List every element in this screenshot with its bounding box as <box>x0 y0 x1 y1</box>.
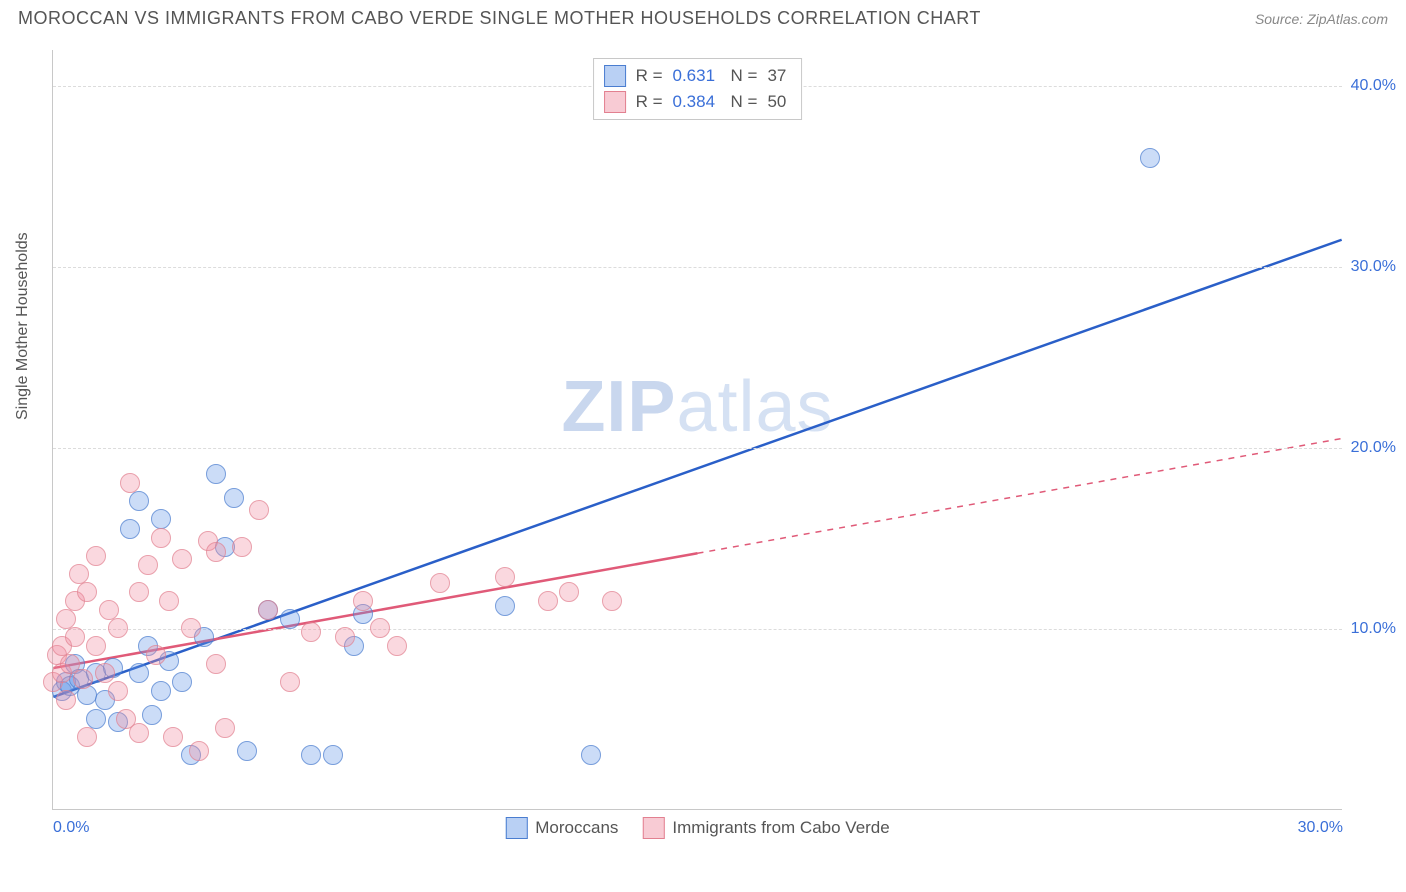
scatter-plot-area: ZIPatlas R = 0.631 N = 37 R = 0.384 N = … <box>52 50 1342 810</box>
data-point <box>129 663 149 683</box>
n-value-pink: 50 <box>767 92 791 112</box>
data-point <box>151 509 171 529</box>
gridline <box>53 448 1342 449</box>
r-label: R = <box>636 92 663 112</box>
data-point <box>538 591 558 611</box>
r-value-blue: 0.631 <box>673 66 721 86</box>
data-point <box>249 500 269 520</box>
data-point <box>56 609 76 629</box>
gridline <box>53 629 1342 630</box>
data-point <box>69 564 89 584</box>
data-point <box>138 555 158 575</box>
data-point <box>301 622 321 642</box>
data-point <box>95 663 115 683</box>
data-point <box>129 723 149 743</box>
series-name-pink: Immigrants from Cabo Verde <box>672 818 889 838</box>
series-legend: Moroccans Immigrants from Cabo Verde <box>505 817 889 839</box>
ytick-label: 30.0% <box>1347 258 1400 276</box>
r-value-pink: 0.384 <box>673 92 721 112</box>
data-point <box>206 542 226 562</box>
swatch-icon <box>642 817 664 839</box>
data-point <box>181 618 201 638</box>
data-point <box>56 690 76 710</box>
data-point <box>258 600 278 620</box>
data-point <box>430 573 450 593</box>
data-point <box>495 567 515 587</box>
gridline <box>53 267 1342 268</box>
ytick-label: 20.0% <box>1347 439 1400 457</box>
data-point <box>495 596 515 616</box>
data-point <box>129 582 149 602</box>
swatch-icon <box>604 91 626 113</box>
data-point <box>387 636 407 656</box>
data-point <box>370 618 390 638</box>
r-label: R = <box>636 66 663 86</box>
data-point <box>232 537 252 557</box>
data-point <box>206 464 226 484</box>
data-point <box>146 645 166 665</box>
data-point <box>120 519 140 539</box>
n-label: N = <box>731 66 758 86</box>
data-point <box>86 546 106 566</box>
data-point <box>323 745 343 765</box>
data-point <box>237 741 257 761</box>
source-attribution: Source: ZipAtlas.com <box>1255 11 1388 27</box>
data-point <box>172 672 192 692</box>
data-point <box>215 718 235 738</box>
correlation-legend: R = 0.631 N = 37 R = 0.384 N = 50 <box>593 58 803 120</box>
data-point <box>159 591 179 611</box>
data-point <box>120 473 140 493</box>
chart-title: MOROCCAN VS IMMIGRANTS FROM CABO VERDE S… <box>18 8 981 29</box>
data-point <box>602 591 622 611</box>
data-point <box>129 491 149 511</box>
swatch-icon <box>604 65 626 87</box>
chart-header: MOROCCAN VS IMMIGRANTS FROM CABO VERDE S… <box>0 0 1406 33</box>
data-point <box>151 681 171 701</box>
n-value-blue: 37 <box>767 66 791 86</box>
data-point <box>335 627 355 647</box>
data-point <box>142 705 162 725</box>
ytick-label: 10.0% <box>1347 620 1400 638</box>
data-point <box>206 654 226 674</box>
data-point <box>86 636 106 656</box>
data-point <box>280 672 300 692</box>
legend-row-blue: R = 0.631 N = 37 <box>604 63 792 89</box>
data-point <box>280 609 300 629</box>
data-point <box>301 745 321 765</box>
swatch-icon <box>505 817 527 839</box>
data-point <box>77 727 97 747</box>
legend-item-pink: Immigrants from Cabo Verde <box>642 817 889 839</box>
data-point <box>224 488 244 508</box>
data-point <box>163 727 183 747</box>
xtick-label: 0.0% <box>53 819 89 837</box>
data-point <box>559 582 579 602</box>
data-point <box>172 549 192 569</box>
data-point <box>151 528 171 548</box>
series-name-blue: Moroccans <box>535 818 618 838</box>
data-point <box>108 681 128 701</box>
data-point <box>189 741 209 761</box>
legend-item-blue: Moroccans <box>505 817 618 839</box>
data-point <box>65 627 85 647</box>
y-axis-label: Single Mother Households <box>14 232 32 420</box>
data-point <box>353 591 373 611</box>
data-point <box>99 600 119 620</box>
data-point <box>86 709 106 729</box>
data-point <box>108 618 128 638</box>
legend-row-pink: R = 0.384 N = 50 <box>604 89 792 115</box>
data-point <box>77 582 97 602</box>
trend-line-dashed <box>698 439 1342 554</box>
data-point <box>581 745 601 765</box>
data-point <box>73 669 93 689</box>
ytick-label: 40.0% <box>1347 77 1400 95</box>
xtick-label: 30.0% <box>1298 819 1343 837</box>
n-label: N = <box>731 92 758 112</box>
data-point <box>1140 148 1160 168</box>
